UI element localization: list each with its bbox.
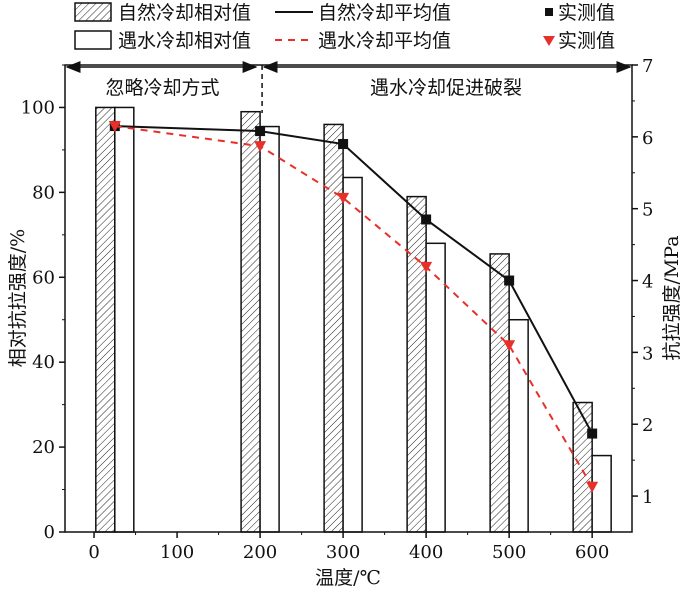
legend-marker-triangle: [543, 36, 555, 46]
x-tick-label: 600: [575, 542, 609, 563]
bar-water: [425, 242, 446, 533]
legend-label: 实测值: [558, 2, 615, 24]
annotation-label: 遇水冷却促进破裂: [370, 77, 522, 99]
y2-axis-label: 抗拉强度/MPa: [661, 235, 683, 360]
x-tick-label: 100: [160, 542, 194, 563]
plot-area: 0 100 200 300 400 500 600 0 20 40 60 80 100 1 2 3 4 5 6 7 忽略…: [21, 56, 654, 563]
x-axis-label: 温度/℃: [315, 567, 381, 589]
y2-tick-label: 2: [642, 415, 653, 436]
x-tick-label: 500: [492, 542, 526, 563]
legend-label: 实测值: [558, 30, 615, 52]
y2-tick-label: 3: [642, 343, 653, 364]
y-tick-label: 60: [32, 267, 55, 288]
bar-natural: [489, 253, 510, 533]
marker-triangle: [420, 261, 433, 273]
marker-triangle: [503, 340, 516, 352]
marker-square: [587, 428, 598, 439]
marker-square: [421, 214, 432, 225]
bar-water: [591, 454, 612, 533]
marker-square: [338, 139, 349, 150]
legend-label: 自然冷却平均值: [318, 2, 451, 24]
legend-swatch-bar: [74, 2, 112, 22]
x-tick-label: 400: [409, 542, 443, 563]
y-tick-label: 80: [32, 182, 55, 203]
y-axis-label: 相对抗拉强度/%: [7, 229, 29, 367]
y2-tick-label: 1: [642, 487, 653, 508]
bar-natural: [240, 110, 261, 533]
legend-label: 遇水冷却平均值: [318, 30, 451, 52]
marker-square: [504, 275, 515, 286]
y2-tick-label: 6: [642, 128, 653, 149]
y-tick-label: 0: [44, 522, 55, 543]
line-natural: [114, 125, 594, 435]
bar-natural: [323, 123, 344, 533]
marker-triangle: [337, 192, 350, 204]
bar-natural: [406, 195, 427, 533]
y2-tick-label: 5: [642, 200, 653, 221]
x-tick-label: 300: [326, 542, 360, 563]
y-tick-label: 20: [32, 437, 55, 458]
legend-label: 自然冷却相对值: [118, 2, 251, 24]
bar-water: [114, 106, 135, 533]
marker-triangle: [586, 481, 599, 493]
bar-water: [259, 125, 280, 533]
legend-label: 遇水冷却相对值: [118, 30, 251, 52]
line-water: [114, 125, 594, 488]
legend-swatch-bar: [74, 30, 112, 50]
marker-triangle: [254, 141, 267, 153]
marker-square: [255, 126, 266, 137]
x-tick-label: 200: [243, 542, 277, 563]
bar-natural: [572, 401, 593, 533]
annotation-label: 忽略冷却方式: [106, 77, 220, 99]
y-tick-label: 40: [32, 352, 55, 373]
legend-marker-square: [545, 8, 553, 16]
y2-tick-label: 7: [642, 56, 653, 77]
x-tick-label: 0: [88, 542, 99, 563]
y2-tick-label: 4: [642, 272, 653, 293]
bar-water: [342, 176, 363, 533]
bar-natural: [95, 106, 116, 533]
y-tick-label: 100: [21, 97, 55, 118]
marker-triangle: [108, 121, 121, 133]
